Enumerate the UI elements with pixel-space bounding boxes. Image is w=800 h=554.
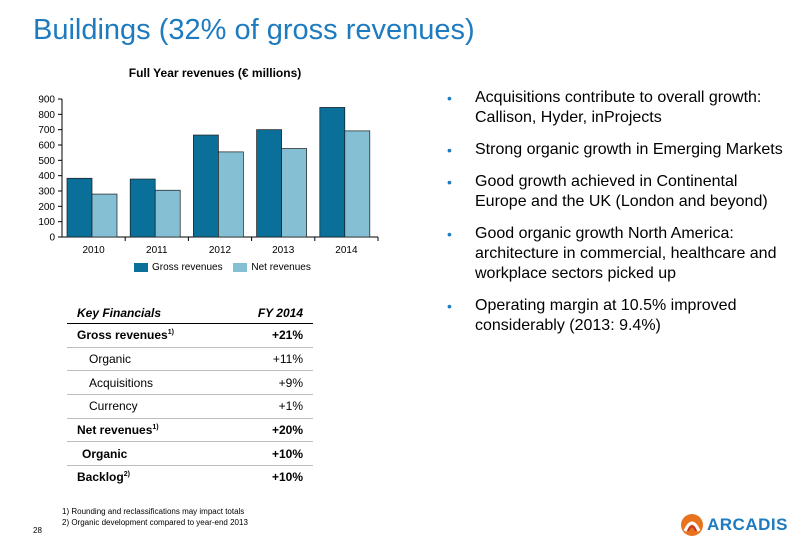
arcadis-logo: ARCADIS	[680, 513, 788, 537]
bullet-text: Good growth achieved in Continental Euro…	[475, 173, 768, 210]
slide-title: Buildings (32% of gross revenues)	[33, 14, 475, 46]
footnote-ref: 1)	[152, 424, 159, 432]
legend-swatch-gross	[134, 263, 148, 272]
bullet-item: • Acquisitions contribute to overall grow…	[447, 88, 792, 128]
bar-gross-2012	[193, 134, 219, 238]
row-label: Gross revenues1)	[67, 323, 225, 348]
legend-item-gross: Gross revenues	[134, 262, 223, 273]
key-financials-table: Key Financials FY 2014 Gross revenues1) …	[67, 303, 313, 489]
x-tick-label: 2011	[146, 245, 168, 256]
table-row: Acquisitions +9%	[67, 370, 313, 396]
table-header-label: Key Financials	[67, 303, 225, 324]
y-tick-label: 700	[38, 125, 55, 136]
bullet-item: • Strong organic growth in Emerging Marke…	[447, 140, 792, 160]
footnote-ref: 1)	[167, 329, 174, 337]
row-value: +1%	[224, 394, 313, 419]
row-value: +20%	[224, 418, 313, 443]
y-tick-label: 900	[38, 95, 55, 106]
bullet-marker: •	[447, 174, 452, 190]
page-number: 28	[33, 526, 42, 535]
bar-net-2014	[344, 130, 371, 238]
y-tick-label: 400	[38, 171, 55, 182]
footnotes: 1) Rounding and reclassifications may im…	[62, 507, 248, 528]
y-tick-label: 500	[38, 156, 55, 167]
bullet-marker: •	[447, 226, 452, 242]
bullet-text: Good organic growth North America: archi…	[475, 225, 777, 282]
row-value: +11%	[224, 347, 313, 372]
bullet-marker: •	[447, 142, 452, 158]
bar-net-2010	[91, 193, 118, 238]
row-label-text: Backlog	[77, 470, 124, 485]
row-value: +10%	[224, 441, 313, 467]
table-row: Gross revenues1) +21%	[67, 323, 313, 348]
y-tick-label: 800	[38, 110, 55, 121]
y-tick-label: 200	[38, 202, 55, 213]
legend-label-net: Net revenues	[251, 262, 311, 273]
footnote-1: 1) Rounding and reclassifications may im…	[62, 507, 245, 516]
bullet-list: • Acquisitions contribute to overall grow…	[447, 88, 792, 348]
bullet-text: Strong organic growth in Emerging Market…	[475, 141, 783, 158]
x-tick-label: 2010	[82, 245, 105, 256]
y-tick-label: 0	[49, 233, 55, 244]
table-row: Organic +11%	[67, 347, 313, 372]
row-label: Organic	[67, 347, 225, 372]
y-tick-label: 300	[38, 187, 55, 198]
row-label-text: Net revenues	[77, 423, 153, 438]
bullet-marker: •	[447, 90, 452, 106]
logo-text: ARCADIS	[707, 515, 788, 534]
table-row: Net revenues1) +20%	[67, 418, 313, 443]
x-tick-label: 2014	[335, 245, 358, 256]
bar-gross-2014	[319, 107, 346, 238]
table-header-row: Key Financials FY 2014	[67, 303, 313, 324]
bullet-text: Operating margin at 10.5% improved consi…	[475, 297, 737, 334]
x-tick-label: 2012	[209, 245, 232, 256]
arcadis-logo-icon	[681, 514, 703, 536]
bullet-marker: •	[447, 298, 452, 314]
x-tick-label: 2013	[272, 245, 295, 256]
row-value: +21%	[224, 323, 313, 348]
y-tick-label: 100	[38, 217, 55, 228]
bullet-item: • Good growth achieved in Continental Eur…	[447, 172, 792, 212]
footnote-2: 2) Organic development compared to year-…	[62, 517, 248, 527]
bullet-text: Acquisitions contribute to overall growt…	[475, 89, 762, 126]
row-value: +9%	[224, 370, 313, 396]
table-row: Currency +1%	[67, 394, 313, 419]
footnote-ref: 2)	[123, 471, 130, 479]
bar-net-2013	[281, 148, 307, 238]
bar-gross-2011	[129, 178, 156, 238]
row-label: Currency	[67, 394, 225, 419]
bar-gross-2013	[256, 129, 282, 238]
row-label-text: Gross revenues	[77, 328, 168, 343]
legend-label-gross: Gross revenues	[152, 262, 223, 273]
bullet-item: • Good organic growth North America: arch…	[447, 224, 792, 284]
row-label: Net revenues1)	[67, 418, 225, 443]
row-value: +10%	[271, 470, 303, 485]
legend-swatch-net	[233, 263, 248, 272]
bar-net-2012	[218, 151, 244, 238]
row-label: Organic	[67, 441, 225, 467]
bar-gross-2010	[66, 177, 93, 238]
table-header-value: FY 2014	[224, 303, 313, 324]
bar-net-2011	[154, 189, 181, 238]
table-row: Organic +10%	[67, 441, 313, 467]
y-tick-label: 600	[38, 141, 55, 152]
row-label: Acquisitions	[67, 370, 225, 396]
row-label: Backlog2)	[67, 466, 225, 489]
chart-title: Full Year revenues (€ millions)	[128, 66, 302, 80]
bullet-item: • Operating margin at 10.5% improved cons…	[447, 296, 792, 336]
table-row: Backlog2) +10%	[67, 466, 313, 489]
legend-item-net: Net revenues	[233, 262, 311, 273]
chart-legend: Gross revenues Net revenues	[134, 262, 319, 275]
